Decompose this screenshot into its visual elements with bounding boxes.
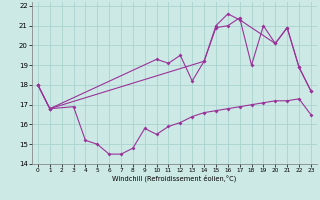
X-axis label: Windchill (Refroidissement éolien,°C): Windchill (Refroidissement éolien,°C) bbox=[112, 175, 236, 182]
